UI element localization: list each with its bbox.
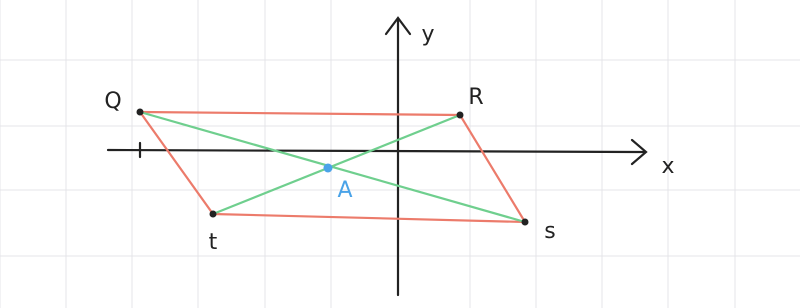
y-arrow — [384, 16, 412, 36]
vertex — [209, 210, 217, 218]
y-axis-label: y — [421, 22, 434, 47]
x-arrow — [630, 138, 648, 166]
axes — [106, 16, 648, 297]
vertex — [136, 108, 144, 116]
x-axis-label: x — [661, 154, 674, 179]
point-label: R — [468, 85, 483, 110]
x-axis — [106, 148, 647, 154]
intersection-point — [323, 163, 333, 173]
diagonal-tr — [212, 113, 461, 216]
point-label: Q — [104, 89, 121, 114]
point-label: A — [337, 178, 352, 203]
point-label: t — [209, 230, 218, 255]
vertex — [456, 111, 464, 119]
vertex — [521, 218, 529, 226]
point-label: s — [544, 219, 555, 244]
